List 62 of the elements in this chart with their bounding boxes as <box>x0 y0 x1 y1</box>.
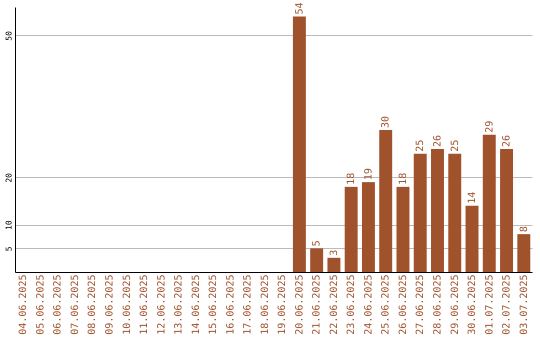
data-label: 54 <box>294 2 306 14</box>
x-tick-label: 04.06.2025 <box>18 274 30 335</box>
y-tick-label: 5 <box>4 246 14 252</box>
x-tick-label: 19.06.2025 <box>277 274 288 335</box>
x-tick-label: 06.06.2025 <box>52 274 64 335</box>
data-label: 30 <box>380 116 392 128</box>
bar <box>448 154 462 272</box>
bar <box>292 16 306 272</box>
bar <box>362 182 375 272</box>
bar <box>396 186 410 272</box>
bar <box>466 206 478 272</box>
x-tick-label: 09.06.2025 <box>104 274 116 335</box>
x-tick-label: 13.06.2025 <box>174 274 185 335</box>
x-tick-label: 25.06.2025 <box>380 274 392 335</box>
bar <box>517 234 530 272</box>
x-tick-label: 17.06.2025 <box>242 274 254 335</box>
x-tick-label: 03.07.2025 <box>518 274 530 335</box>
data-label: 26 <box>502 134 513 147</box>
bar <box>310 248 324 272</box>
x-tick-label: 29.06.2025 <box>450 274 461 335</box>
bar <box>327 258 340 272</box>
x-tick-label: 12.06.2025 <box>156 274 168 335</box>
data-label: 19 <box>363 168 374 180</box>
x-tick-label: 21.06.2025 <box>312 274 323 335</box>
x-tick-label: 30.06.2025 <box>467 274 478 335</box>
x-tick-label: 07.06.2025 <box>70 274 81 335</box>
x-tick-label: 16.06.2025 <box>225 274 236 335</box>
x-tick-label: 05.06.2025 <box>35 274 46 335</box>
data-label: 14 <box>467 192 478 204</box>
data-label: 26 <box>432 134 444 147</box>
x-tick-label: 22.06.2025 <box>328 274 340 335</box>
y-tick-label: 10 <box>4 220 14 230</box>
data-label: 5 <box>312 240 323 246</box>
x-tick-label: 01.07.2025 <box>484 274 496 335</box>
bar <box>344 186 358 272</box>
y-tick-label: 20 <box>4 172 14 183</box>
data-label: 8 <box>518 226 530 232</box>
x-tick-label: 14.06.2025 <box>190 274 202 335</box>
x-tick-label: 08.06.2025 <box>87 274 98 335</box>
data-label: 25 <box>415 140 426 152</box>
x-tick-label: 27.06.2025 <box>415 274 426 335</box>
bar <box>414 154 427 272</box>
data-label: 18 <box>398 172 409 185</box>
x-tick-label: 24.06.2025 <box>363 274 374 335</box>
bar <box>379 130 392 272</box>
bar <box>500 148 514 272</box>
x-tick-label: 15.06.2025 <box>208 274 220 335</box>
data-label: 29 <box>484 120 496 133</box>
bar <box>482 134 496 272</box>
x-tick-label: 10.06.2025 <box>122 274 133 335</box>
y-tick-label: 50 <box>4 30 14 41</box>
x-tick-label: 23.06.2025 <box>346 274 358 335</box>
x-tick-label: 28.06.2025 <box>432 274 444 335</box>
bar <box>431 148 444 272</box>
data-label: 3 <box>328 250 340 256</box>
x-tick-label: 26.06.2025 <box>398 274 409 335</box>
data-label: 18 <box>346 172 358 185</box>
data-label: 25 <box>450 140 461 152</box>
x-tick-label: 18.06.2025 <box>260 274 271 335</box>
x-tick-label: 11.06.2025 <box>139 274 150 335</box>
x-tick-label: 02.07.2025 <box>502 274 513 335</box>
x-tick-label: 20.06.2025 <box>294 274 306 335</box>
